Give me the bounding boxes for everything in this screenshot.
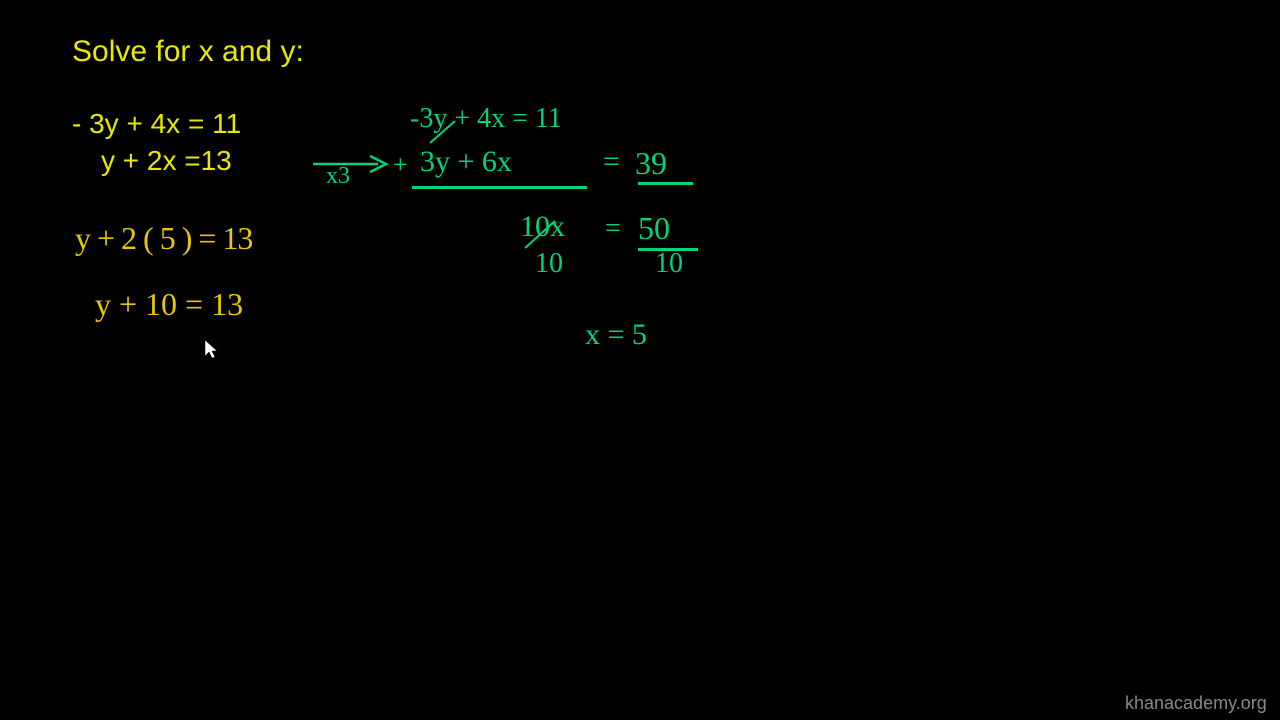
result-eq: = [605,213,621,245]
substitution-1: y + 2 ( 5 ) = 13 [75,220,252,257]
substitution-2: y + 10 = 13 [95,286,243,323]
equation-2: y + 2x =13 [101,145,232,177]
crossout-3y [427,118,462,148]
green-plus: + [393,150,408,180]
sum-underline-right [638,182,693,185]
green-eq2-eq: = [603,145,620,179]
watermark: khanacademy.org [1125,693,1267,714]
problem-title: Solve for x and y: [72,35,304,69]
sum-underline-left [412,186,587,189]
div-right: 10 [655,248,683,280]
multiply-arrow [308,150,393,180]
cursor-icon [203,338,219,360]
arrow-label: x3 [326,163,350,190]
green-eq2-right: 39 [635,145,667,182]
green-eq2-left: 3y + 6x [420,145,512,179]
equation-1: - 3y + 4x = 11 [72,108,241,140]
div-left: 10 [535,248,563,280]
solution-x: x = 5 [585,318,647,352]
result-right: 50 [638,210,670,247]
